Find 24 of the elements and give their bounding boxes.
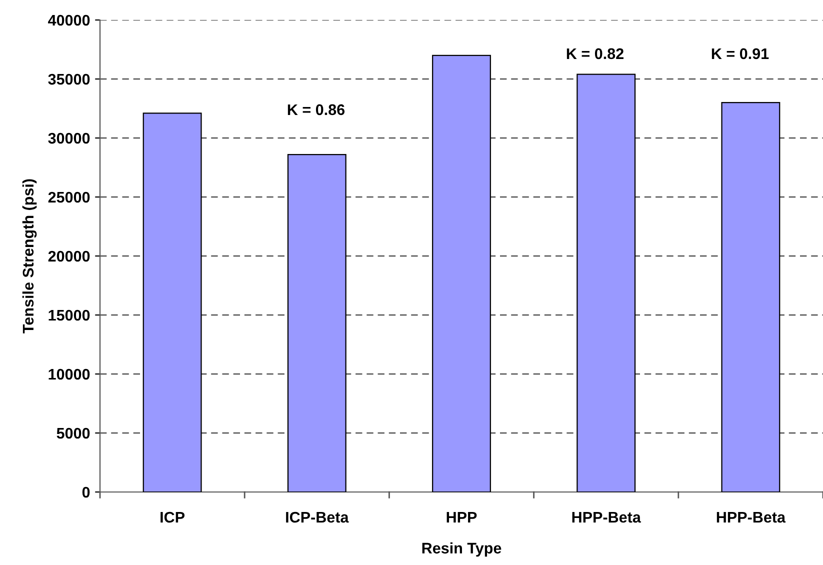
x-axis-title: Resin Type [422,542,502,557]
y-tick-label: 20000 [48,250,90,262]
y-tick-label: 35000 [48,74,90,85]
y-axis-title: Tensile Strength (psi) [22,179,37,334]
annotation: K = 0.91 [712,48,769,60]
annotation: K = 0.86 [288,104,345,116]
x-tick-label: HPP [446,512,477,523]
y-tick-label: 10000 [48,368,90,380]
bar [142,112,202,492]
x-tick-label: ICP [160,512,185,523]
x-tick-label: HPP-Beta [572,512,642,523]
y-tick-label: 15000 [48,310,90,321]
bar [432,54,491,492]
y-tick-label: 30000 [48,132,90,144]
bar [721,102,780,492]
bar [287,154,346,492]
x-tick-label: HPP-Beta [716,512,786,523]
y-tick-label: 5000 [56,428,90,439]
y-tick-label: 40000 [48,14,90,26]
y-tick-label: 25000 [48,192,90,203]
y-tick-label: 0 [82,486,90,498]
x-tick-label: ICP-Beta [286,512,349,523]
annotation: K = 0.82 [566,48,624,60]
bar [576,74,636,492]
